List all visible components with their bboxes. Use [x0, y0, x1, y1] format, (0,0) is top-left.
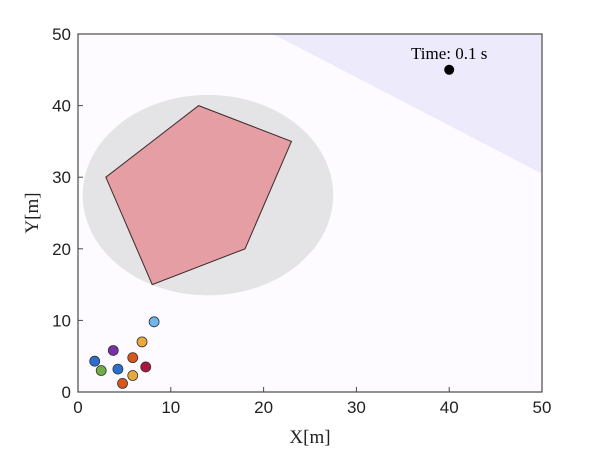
y-tick-label: 10 [52, 311, 71, 330]
x-tick-label: 50 [533, 398, 552, 417]
time-label: Time: 0.1 s [411, 44, 487, 63]
x-tick-label: 10 [161, 398, 180, 417]
agent-point-6 [112, 363, 124, 375]
agent-point-8 [95, 365, 107, 376]
y-axis-ticks: 0 10 20 30 40 50 [52, 25, 83, 402]
agent-point-9 [127, 370, 139, 381]
x-tick-label: 40 [440, 398, 459, 417]
y-axis-label: Y[m] [22, 192, 43, 233]
shaded-region [272, 34, 542, 174]
x-tick-label: 0 [73, 398, 82, 417]
obstacle-polygon [105, 105, 293, 286]
y-tick-label: 30 [52, 168, 71, 187]
y-tick-label: 50 [52, 25, 71, 44]
target-point [444, 64, 455, 75]
agent-point-10 [117, 378, 128, 389]
x-axis-ticks: 0 10 20 30 40 50 [73, 387, 551, 417]
agent-point-7 [140, 361, 152, 373]
x-tick-label: 30 [347, 398, 366, 417]
axes-frame [77, 33, 543, 393]
y-tick-label: 40 [52, 97, 71, 116]
y-tick-label: 0 [62, 383, 71, 402]
agent-point-5 [127, 352, 139, 364]
y-tick-label: 20 [52, 240, 71, 259]
agent-point-2 [107, 345, 119, 356]
agent-point-4 [89, 355, 101, 367]
x-axis-label: X[m] [289, 427, 330, 448]
agent-point-3 [136, 336, 148, 348]
x-tick-label: 20 [254, 398, 273, 417]
agent-point-1 [148, 316, 160, 328]
agents-group [89, 316, 160, 389]
